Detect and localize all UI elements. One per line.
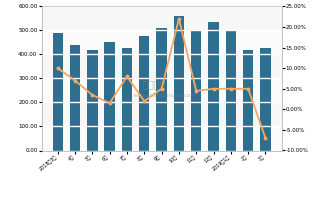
Bar [42,31,282,54]
Bar [42,78,282,103]
Bar [104,43,115,150]
Bar [191,31,201,150]
Bar [156,28,167,150]
Bar [226,31,236,150]
Bar [52,33,63,150]
Bar [42,126,282,150]
Bar [122,48,132,150]
Text: www.chinabaogao.com: www.chinabaogao.com [133,93,196,98]
Text: 观研天下: 观研天下 [142,79,166,89]
Bar [87,50,98,150]
Bar [139,37,149,150]
Bar [174,16,184,150]
Bar [208,22,219,150]
Bar [70,45,80,150]
Bar [260,48,271,150]
Bar [243,50,253,150]
